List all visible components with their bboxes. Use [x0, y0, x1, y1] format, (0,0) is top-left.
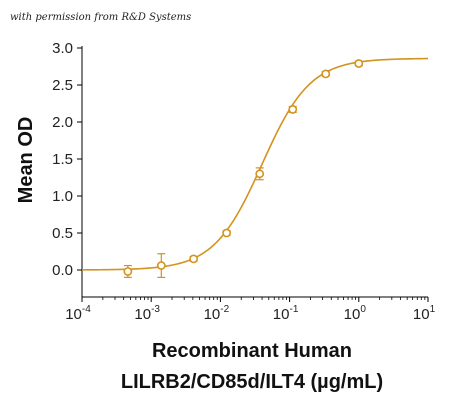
fit-curve: [81, 57, 429, 271]
x-axis-title-line2: LILRB2/CD85d/ILT4 (µg/mL): [121, 371, 383, 393]
data-point: [288, 105, 298, 114]
x-tick-label: 10-3: [134, 304, 160, 323]
data-point: [354, 59, 364, 68]
data-point: [189, 254, 199, 264]
y-tick-label: 2.0: [52, 114, 73, 131]
data-point: [156, 261, 166, 270]
y-tick-label: 1.5: [52, 151, 73, 168]
data-points-layer: [123, 59, 364, 278]
data-point: [321, 69, 331, 79]
y-tick-label: 0.0: [52, 262, 73, 279]
axes: 0.0 0.5 1.0 1.5 2.0 2.5 3.0 10-4 10-3 10-2 10-1 100…: [52, 40, 435, 323]
x-tick-label: 10-1: [273, 304, 299, 323]
x-axis-title-line1: Recombinant Human: [152, 340, 352, 362]
fit-curve-layer: [81, 57, 429, 271]
data-point: [255, 169, 265, 179]
y-tick-label: 3.0: [52, 40, 73, 57]
watermark-text: with permission from R&D Systems: [10, 12, 191, 23]
y-tick-label: 2.5: [52, 77, 73, 94]
y-axis-title: Mean OD: [15, 117, 37, 204]
data-point: [222, 228, 232, 238]
x-tick-label: 100: [344, 304, 367, 323]
x-tick-label: 10-4: [65, 304, 91, 323]
x-tick-label: 10-2: [204, 304, 230, 323]
x-tick-label: 101: [413, 304, 436, 323]
data-point: [123, 267, 133, 276]
y-tick-label: 0.5: [52, 225, 73, 242]
y-tick-label: 1.0: [52, 188, 73, 205]
